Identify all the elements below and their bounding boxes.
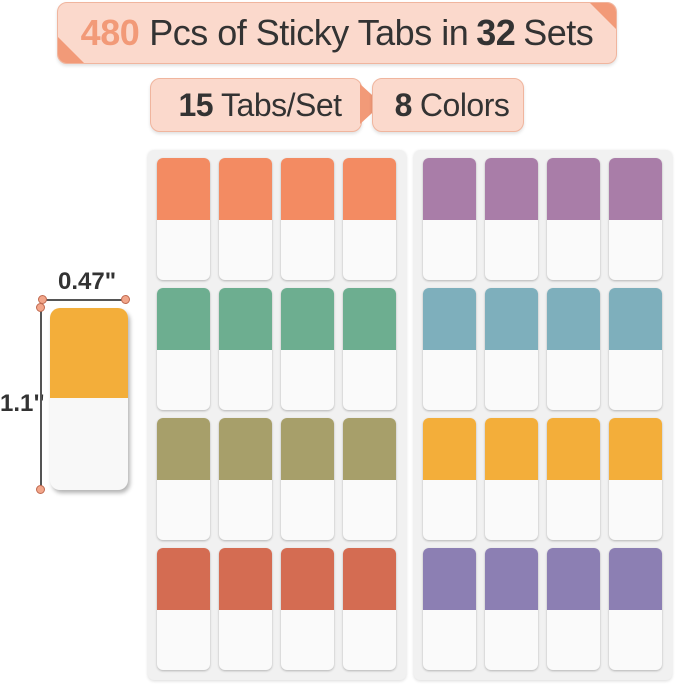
sticky-tab-color <box>423 548 476 610</box>
sticky-tab-color <box>343 288 396 350</box>
sticky-tab-color <box>281 288 334 350</box>
sample-tab <box>50 308 128 490</box>
sticky-tab-color <box>157 548 210 610</box>
sticky-tab <box>219 418 272 540</box>
title-banner: 480 Pcs of Sticky Tabs in 32 Sets <box>57 2 617 64</box>
sticky-tab <box>423 158 476 280</box>
sticky-tab-color <box>609 548 662 610</box>
sticky-tab <box>281 418 334 540</box>
sticky-tab <box>219 158 272 280</box>
sticky-tab-color <box>547 548 600 610</box>
sticky-tab <box>343 548 396 670</box>
corner-decoration <box>590 3 616 29</box>
colors-label: Colors <box>419 86 510 123</box>
sticky-tab-color <box>157 418 210 480</box>
set-count: 32 <box>476 12 516 53</box>
sticky-tab-color <box>547 288 600 350</box>
piece-count: 480 <box>80 12 140 53</box>
sticky-tab-color <box>219 418 272 480</box>
sticky-tab <box>547 158 600 280</box>
sticky-tab-color <box>609 158 662 220</box>
title-text-end: Sets <box>523 12 594 53</box>
sticky-tab-color <box>423 418 476 480</box>
sticky-tab <box>157 418 210 540</box>
sticky-tab-color <box>281 418 334 480</box>
sticky-tab <box>547 418 600 540</box>
sticky-tab <box>157 158 210 280</box>
sticky-tab-color <box>343 158 396 220</box>
sticky-tab <box>343 158 396 280</box>
colors-count: 8 <box>394 86 413 123</box>
title-text: Pcs of Sticky Tabs in <box>149 12 469 53</box>
sticky-tab-color <box>219 548 272 610</box>
sticky-tab-color <box>485 548 538 610</box>
sticky-tab-color <box>157 288 210 350</box>
sticky-tab <box>157 548 210 670</box>
tab-sheet-right <box>414 150 672 680</box>
sticky-tab-color <box>609 418 662 480</box>
tabs-per-set-badge: 15 Tabs/Set <box>150 78 362 132</box>
sticky-tab <box>485 158 538 280</box>
sticky-tab-color <box>219 288 272 350</box>
sticky-tab-color <box>485 418 538 480</box>
sticky-tab <box>219 288 272 410</box>
width-label: 0.47" <box>58 268 117 295</box>
dim-dot <box>36 485 45 494</box>
sticky-tab <box>281 548 334 670</box>
sticky-tab-color <box>157 158 210 220</box>
sticky-tab <box>547 288 600 410</box>
width-line <box>44 299 124 301</box>
colors-badge: 8 Colors <box>372 78 524 132</box>
sticky-tab <box>281 158 334 280</box>
sticky-tab-color <box>547 158 600 220</box>
height-label: 1.1" <box>0 390 45 417</box>
sticky-tab <box>609 418 662 540</box>
sticky-tab-color <box>423 288 476 350</box>
sample-tab-color <box>50 308 128 398</box>
sticky-tab-color <box>485 288 538 350</box>
sticky-tab <box>423 418 476 540</box>
dim-dot <box>121 295 130 304</box>
sticky-tab <box>485 418 538 540</box>
tab-sheet-left <box>148 150 406 680</box>
sticky-tab <box>343 418 396 540</box>
sticky-tab-color <box>343 548 396 610</box>
sticky-tab <box>281 288 334 410</box>
sticky-tab <box>423 548 476 670</box>
tabs-count: 15 <box>178 86 214 123</box>
sticky-tab-color <box>609 288 662 350</box>
sticky-tab <box>485 548 538 670</box>
sticky-tab <box>485 288 538 410</box>
sticky-tab-color <box>423 158 476 220</box>
sticky-tab <box>423 288 476 410</box>
sticky-tab <box>157 288 210 410</box>
sticky-tab-color <box>343 418 396 480</box>
sticky-tab-color <box>219 158 272 220</box>
sticky-tab-color <box>281 548 334 610</box>
tabs-label: Tabs/Set <box>221 86 342 123</box>
sticky-tab <box>219 548 272 670</box>
sticky-tab-color <box>485 158 538 220</box>
sticky-tab <box>609 548 662 670</box>
sticky-tab <box>609 288 662 410</box>
sticky-tab <box>343 288 396 410</box>
height-line <box>40 307 42 489</box>
sticky-tab <box>547 548 600 670</box>
sticky-tab-color <box>281 158 334 220</box>
corner-decoration <box>58 37 84 63</box>
sticky-tab-color <box>547 418 600 480</box>
dim-dot <box>36 303 45 312</box>
sticky-tab <box>609 158 662 280</box>
